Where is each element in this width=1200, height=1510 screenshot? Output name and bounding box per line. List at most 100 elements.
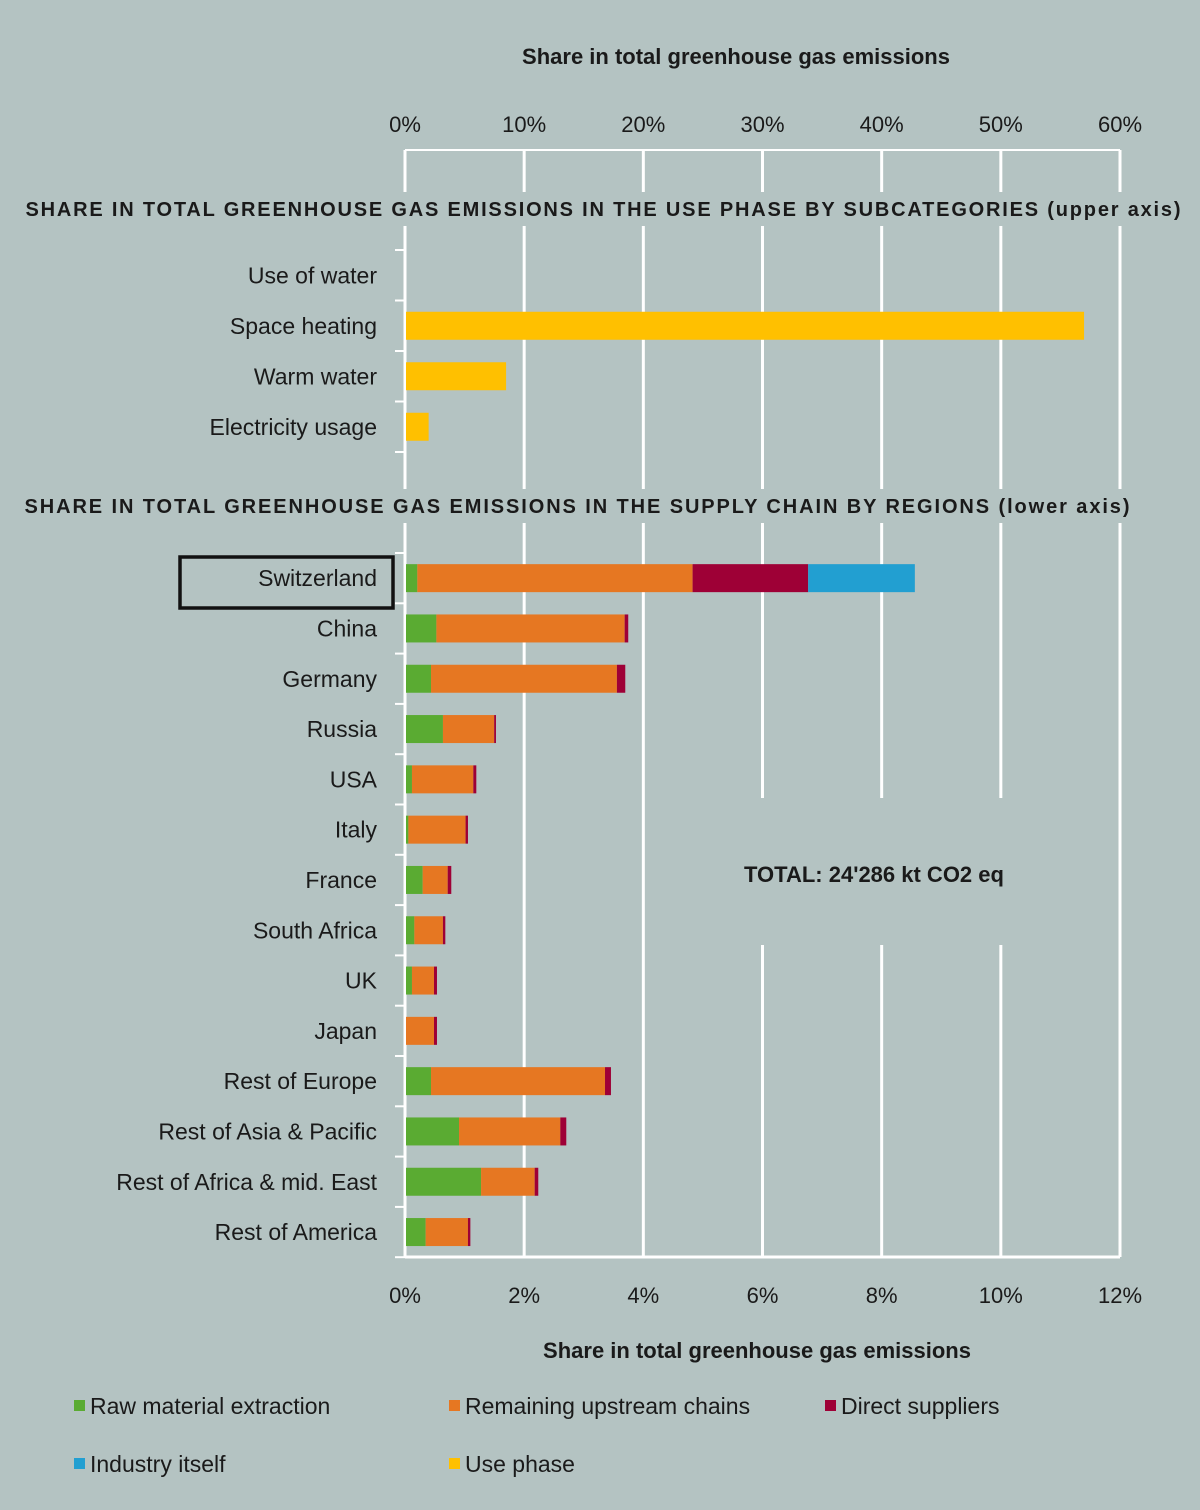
category-label: France xyxy=(305,867,377,893)
bar-segment-raw-material-extraction xyxy=(406,1167,482,1196)
total-annotation: TOTAL: 24'286 kt CO2 eq xyxy=(744,862,1004,887)
upper-tick-label: 0% xyxy=(389,112,421,137)
category-label: Rest of Europe xyxy=(224,1068,377,1094)
bar-segment-remaining-upstream-chains xyxy=(406,1016,435,1045)
bar-segment-raw-material-extraction xyxy=(406,664,432,693)
lower-tick-label: 8% xyxy=(866,1283,898,1308)
bar-segment-direct-suppliers xyxy=(434,1016,437,1045)
legend-label: Raw material extraction xyxy=(90,1393,330,1419)
bar-segment-remaining-upstream-chains xyxy=(481,1167,535,1196)
legend-label: Remaining upstream chains xyxy=(465,1393,750,1419)
lower-tick-label: 0% xyxy=(389,1283,421,1308)
bar-segment-direct-suppliers xyxy=(692,564,809,593)
legend-item: Direct suppliers xyxy=(825,1393,1000,1419)
bar-segment-direct-suppliers xyxy=(434,966,437,995)
category-label: Rest of Asia & Pacific xyxy=(158,1118,377,1144)
bar-segment-direct-suppliers xyxy=(473,765,477,794)
bar-segment-industry-itself xyxy=(808,564,915,593)
bar-segment-remaining-upstream-chains xyxy=(411,966,435,995)
tick-labels: 0% 10% 20% 30% 40% 50% 60% 0% 2% 4% 6% 8% 10% 12% xyxy=(389,112,1142,1308)
bar-segment-direct-suppliers xyxy=(605,1067,611,1096)
category-label: Rest of America xyxy=(215,1219,378,1245)
upper-tick-label: 50% xyxy=(979,112,1023,137)
bar-segment-direct-suppliers xyxy=(467,1218,471,1247)
lower-tick-label: 10% xyxy=(979,1283,1023,1308)
bar-segment-raw-material-extraction xyxy=(406,715,443,744)
bar-segment-direct-suppliers xyxy=(534,1167,539,1196)
upper-tick-label: 20% xyxy=(621,112,665,137)
bar-segment-direct-suppliers xyxy=(465,815,468,844)
bar-segment-remaining-upstream-chains xyxy=(459,1117,561,1146)
bar-segment-direct-suppliers xyxy=(624,614,629,643)
bar-segment-remaining-upstream-chains xyxy=(408,815,466,844)
legend: Raw material extraction Remaining upstrea… xyxy=(74,1393,1000,1477)
lower-title-background xyxy=(20,489,1190,523)
bar-segment-remaining-upstream-chains xyxy=(411,765,474,794)
legend-item: Remaining upstream chains xyxy=(449,1393,750,1419)
legend-swatch xyxy=(74,1400,85,1411)
switzerland-highlight-box xyxy=(178,555,395,610)
category-label: Russia xyxy=(307,716,378,742)
lower-chart-title: SHARE IN TOTAL GREENHOUSE GAS EMISSIONS … xyxy=(25,496,1130,518)
bar-segment-direct-suppliers xyxy=(447,865,452,894)
lower-axis-label: Share in total greenhouse gas emissions xyxy=(543,1338,971,1363)
bar-segment-remaining-upstream-chains xyxy=(422,865,448,894)
category-label: USA xyxy=(330,766,378,792)
legend-item: Use phase xyxy=(449,1451,575,1477)
bar-use-phase xyxy=(406,311,1085,340)
bar-segment-remaining-upstream-chains xyxy=(431,1067,606,1096)
category-axes xyxy=(395,249,406,1259)
lower-tick-label: 2% xyxy=(508,1283,540,1308)
legend-swatch xyxy=(74,1458,85,1469)
bar-segment-direct-suppliers xyxy=(442,916,446,945)
bar-segment-raw-material-extraction xyxy=(406,564,418,593)
bar-segment-raw-material-extraction xyxy=(406,815,409,844)
lower-tick-label: 12% xyxy=(1098,1283,1142,1308)
bar-segment-remaining-upstream-chains xyxy=(425,1218,468,1247)
upper-tick-label: 60% xyxy=(1098,112,1142,137)
category-label: Italy xyxy=(335,817,378,843)
category-label: Use of water xyxy=(248,262,377,288)
category-label: Space heating xyxy=(230,313,377,339)
bar-segment-raw-material-extraction xyxy=(406,865,423,894)
upper-axis-label: Share in total greenhouse gas emissions xyxy=(522,44,950,69)
bar-segment-raw-material-extraction xyxy=(406,1117,460,1146)
legend-item: Raw material extraction xyxy=(74,1393,330,1419)
bars xyxy=(406,311,1085,1247)
bar-segment-remaining-upstream-chains xyxy=(442,715,495,744)
bar-segment-raw-material-extraction xyxy=(406,1067,432,1096)
legend-label: Use phase xyxy=(465,1451,575,1477)
bar-segment-raw-material-extraction xyxy=(406,614,437,643)
category-label: Rest of Africa & mid. East xyxy=(116,1169,377,1195)
bar-segment-raw-material-extraction xyxy=(406,1218,426,1247)
category-label: Warm water xyxy=(254,363,377,389)
lower-tick-label: 6% xyxy=(747,1283,779,1308)
upper-tick-label: 40% xyxy=(860,112,904,137)
category-label: Switzerland xyxy=(258,565,377,591)
upper-title-background xyxy=(20,192,1190,226)
upper-tick-label: 30% xyxy=(740,112,784,137)
legend-item: Industry itself xyxy=(74,1451,226,1477)
upper-chart-title: SHARE IN TOTAL GREENHOUSE GAS EMISSIONS … xyxy=(26,199,1181,221)
category-label: Japan xyxy=(314,1018,377,1044)
legend-label: Industry itself xyxy=(90,1451,226,1477)
category-label: South Africa xyxy=(253,917,377,943)
bar-segment-direct-suppliers xyxy=(560,1117,567,1146)
category-labels: Use of water Space heating Warm water Elect… xyxy=(116,262,377,1245)
bar-use-phase xyxy=(406,412,429,441)
category-label: UK xyxy=(345,968,378,994)
lower-tick-label: 4% xyxy=(627,1283,659,1308)
bar-segment-remaining-upstream-chains xyxy=(431,664,617,693)
category-label: Germany xyxy=(282,666,377,692)
legend-label: Direct suppliers xyxy=(841,1393,1000,1419)
bar-segment-remaining-upstream-chains xyxy=(417,564,693,593)
bar-segment-direct-suppliers xyxy=(494,715,496,744)
bar-segment-raw-material-extraction xyxy=(406,916,415,945)
category-label: China xyxy=(317,615,377,641)
total-annotation-background xyxy=(700,798,1030,945)
bar-segment-remaining-upstream-chains xyxy=(414,916,443,945)
bar-segment-raw-material-extraction xyxy=(406,765,412,794)
bar-segment-remaining-upstream-chains xyxy=(436,614,625,643)
legend-swatch xyxy=(449,1400,460,1411)
